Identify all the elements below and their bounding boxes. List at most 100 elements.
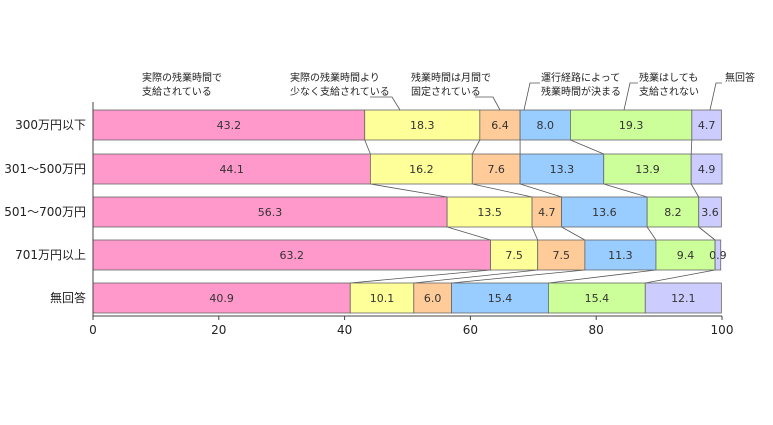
bar-segment — [92, 239, 491, 271]
bar-segment — [644, 282, 722, 314]
category-label: 501～700万円 — [4, 205, 86, 219]
connector-line — [603, 183, 648, 198]
legend-label: 支給されない — [639, 85, 699, 98]
data-label: 13.9 — [635, 163, 660, 176]
data-label: 63.2 — [280, 249, 305, 262]
connector-line — [698, 226, 716, 241]
legend-label: 固定されている — [411, 85, 481, 98]
legend-leader-line — [623, 82, 638, 111]
legend-label: 実際の残業時間より — [290, 71, 380, 84]
bar-segment — [655, 239, 716, 271]
legend-label: 実際の残業時間で — [142, 71, 222, 84]
connector-line — [561, 226, 586, 241]
data-label: 16.2 — [409, 163, 434, 176]
data-label: 19.3 — [619, 119, 644, 132]
legend-item: 無回答 — [709, 71, 755, 111]
connector-line — [690, 183, 700, 198]
connector-line — [472, 183, 533, 198]
connector-line — [350, 269, 491, 284]
category-label: 701万円以上 — [15, 248, 86, 262]
connector-line — [364, 139, 371, 155]
legend-label: 残業時間が決まる — [541, 85, 621, 98]
category-label: 300万円以下 — [15, 118, 86, 132]
data-label: 4.7 — [698, 119, 716, 132]
bar-segment — [690, 153, 723, 185]
bar-segment — [698, 196, 722, 228]
connector-line — [451, 269, 585, 284]
bar-segment — [446, 196, 533, 228]
bar-segment — [364, 109, 481, 141]
data-label: 18.3 — [410, 119, 435, 132]
data-label: 15.4 — [585, 292, 610, 305]
bar-segment — [369, 153, 473, 185]
connector-line — [413, 269, 538, 284]
data-label: 13.5 — [477, 206, 502, 219]
category-label: 無回答 — [50, 290, 86, 305]
x-tick-label: 0 — [89, 323, 97, 337]
data-label: 11.3 — [608, 249, 633, 262]
data-label: 0.9 — [709, 249, 727, 262]
data-label: 12.1 — [671, 292, 696, 305]
connector-line — [548, 269, 657, 284]
data-label: 4.7 — [538, 206, 556, 219]
x-axis: 0 20 40 60 80 100 — [89, 102, 733, 337]
legend-leader-line — [523, 82, 540, 111]
connector-line — [471, 139, 481, 155]
data-label: 7.5 — [505, 249, 523, 262]
connector-line — [531, 226, 539, 241]
connector-line — [690, 139, 693, 155]
data-label: 8.0 — [537, 119, 555, 132]
data-label: 40.9 — [209, 292, 234, 305]
bar-segment — [519, 153, 605, 185]
bar-segment — [691, 109, 722, 141]
data-label: 7.5 — [553, 249, 571, 262]
legend-leader-line — [370, 96, 401, 111]
data-label: 56.3 — [258, 206, 283, 219]
bar-segment — [584, 239, 657, 271]
data-label: 13.3 — [550, 163, 575, 176]
data-label: 8.2 — [664, 206, 682, 219]
data-label: 6.0 — [424, 292, 442, 305]
bar-segment — [646, 196, 700, 228]
legend-label: 支給されている — [142, 85, 212, 98]
data-labels: 43.2 18.3 6.4 8.0 19.3 4.7 44.1 16.2 7.6 13.3 13.9… — [209, 119, 726, 305]
legend-label: 少なく支給されている — [290, 85, 390, 98]
data-label: 43.2 — [217, 119, 242, 132]
data-label: 9.4 — [677, 249, 695, 262]
x-tick-label: 80 — [589, 323, 604, 337]
legend-label: 無回答 — [725, 71, 755, 84]
legend-leader-line — [475, 96, 501, 111]
data-label: 44.1 — [219, 163, 244, 176]
legend-label: 残業はしても — [639, 71, 698, 84]
x-tick-label: 40 — [337, 323, 352, 337]
connector-line — [370, 183, 448, 198]
bar-segments — [92, 109, 723, 314]
x-tick-label: 20 — [211, 323, 226, 337]
bar-segment — [413, 282, 452, 314]
bar-segment — [92, 196, 448, 228]
data-label: 4.9 — [698, 163, 716, 176]
category-label: 301～500万円 — [4, 162, 86, 176]
data-label: 7.6 — [487, 163, 505, 176]
bar-segment — [349, 282, 415, 314]
data-label: 13.6 — [592, 206, 617, 219]
connector-line — [447, 226, 491, 241]
data-label: 15.4 — [488, 292, 513, 305]
legend-label: 残業時間は月間で — [411, 71, 491, 84]
bar-segment — [451, 282, 549, 314]
bar-segment — [603, 153, 692, 185]
data-label: 10.1 — [370, 292, 395, 305]
x-tick-label: 100 — [711, 323, 734, 337]
connector-line — [519, 183, 562, 198]
connector-line — [646, 226, 657, 241]
bar-segment — [561, 196, 648, 228]
connector-lines — [350, 139, 716, 284]
legend: 実際の残業時間で支給されている実際の残業時間より少なく支給されている残業時間は月… — [142, 71, 755, 111]
